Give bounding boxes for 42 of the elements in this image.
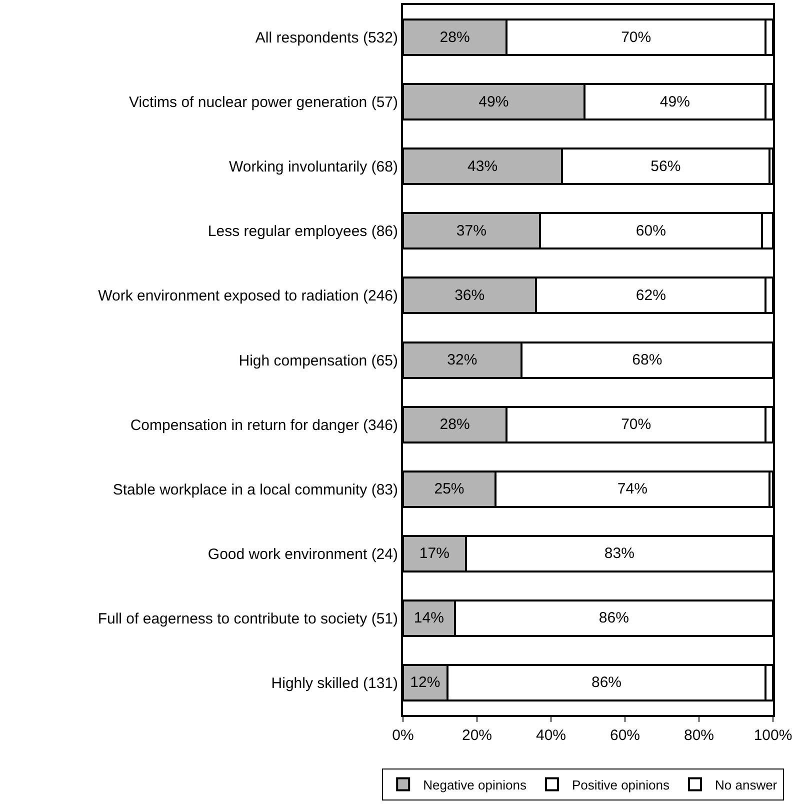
data-label: 83% xyxy=(604,545,634,562)
data-label: 32% xyxy=(447,352,478,368)
data-label: 86% xyxy=(598,610,629,627)
data-label: 56% xyxy=(650,158,681,175)
data-label: 36% xyxy=(454,286,485,304)
y-tick-label: All respondents (532) xyxy=(255,30,398,47)
y-tick-label: Stable workplace in a local community (83) xyxy=(112,481,398,498)
data-label: 43% xyxy=(468,158,498,175)
y-tick-label: Full of eagerness to contribute to society (51) xyxy=(98,610,398,628)
data-label: 25% xyxy=(434,480,464,498)
data-label: 62% xyxy=(636,286,666,304)
x-tick-label: 80% xyxy=(684,727,714,744)
y-tick-label: Compensation in return for danger (346) xyxy=(130,416,398,434)
legend-label: Positive opinions xyxy=(572,777,670,792)
data-label: 12% xyxy=(410,674,440,692)
data-label: 70% xyxy=(621,28,652,46)
data-label: 28% xyxy=(440,416,470,434)
y-tick-label: Work environment exposed to radiation (246) xyxy=(98,288,398,305)
data-label: 37% xyxy=(456,222,486,240)
legend-label: Negative opinions xyxy=(423,777,527,792)
y-tick-label: High compensation (65) xyxy=(238,352,398,370)
y-tick-label: Victims of nuclear power generation (57) xyxy=(128,94,398,112)
data-label: 60% xyxy=(636,222,666,240)
x-tick-label: 60% xyxy=(610,727,640,744)
y-tick-label: Less regular employees (86) xyxy=(208,223,398,240)
data-label: 28% xyxy=(440,28,470,46)
y-tick-label: Highly skilled (131) xyxy=(271,674,398,692)
data-label: 68% xyxy=(632,352,662,368)
data-label: 70% xyxy=(621,416,652,434)
data-label: 49% xyxy=(660,93,690,110)
data-label: 74% xyxy=(617,480,648,498)
x-tick-label: 20% xyxy=(462,727,492,744)
y-tick-label: Working involuntarily (68) xyxy=(229,158,398,176)
y-tick-label: Good work environment (24) xyxy=(208,546,398,563)
x-tick-label: 0% xyxy=(392,727,414,744)
legend-label: No answer xyxy=(715,777,778,792)
data-label: 14% xyxy=(414,610,444,627)
data-label: 49% xyxy=(478,93,509,110)
data-label: 86% xyxy=(591,674,622,692)
x-tick-label: 40% xyxy=(536,727,566,744)
data-label: 17% xyxy=(419,545,450,562)
x-tick-label: 100% xyxy=(754,727,792,744)
